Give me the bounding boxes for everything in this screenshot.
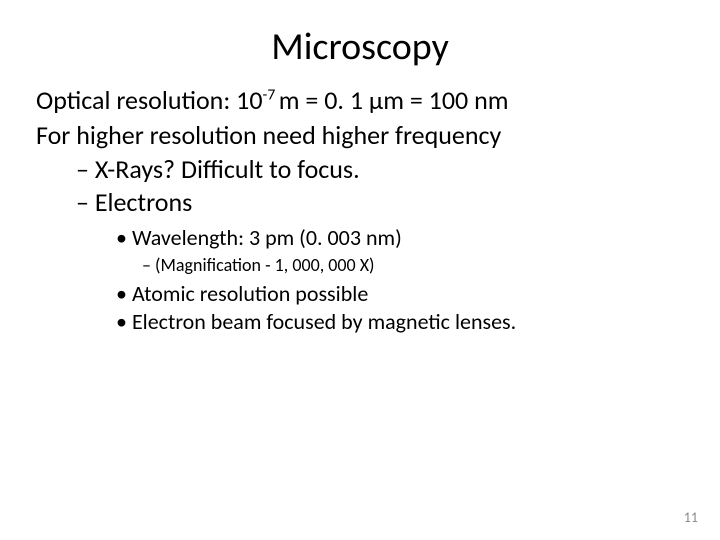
optical-post: m = 0. 1 μm = 100 nm — [279, 84, 509, 116]
bullet-list: Wavelength: 3 pm (0. 003 nm) (Magnificat… — [116, 224, 684, 335]
dash-item-xrays: X-Rays? Difficult to focus. — [76, 153, 684, 186]
slide-title: Microscopy — [36, 24, 684, 70]
bullet-beam: Electron beam focused by magnetic lenses… — [116, 308, 684, 336]
bullet-beam-text: Electron beam focused by magnetic lenses… — [132, 308, 516, 335]
subdash-magnification-text: (Magnification - 1, 000, 000 X) — [155, 254, 374, 276]
dash-xrays-text: X-Rays? Difficult to focus. — [95, 153, 360, 185]
bullet-atomic-text: Atomic resolution possible — [132, 280, 368, 307]
dash-list: X-Rays? Difficult to focus. Electrons — [76, 153, 684, 218]
bullet-wavelength: Wavelength: 3 pm (0. 003 nm) — [116, 224, 684, 252]
page-number: 11 — [684, 509, 698, 526]
subdash-magnification: (Magnification - 1, 000, 000 X) — [142, 254, 684, 277]
higher-resolution-line: For higher resolution need higher freque… — [36, 119, 684, 152]
optical-resolution-line: Optical resolution: 10-7 m = 0. 1 μm = 1… — [36, 84, 684, 117]
dash-item-electrons: Electrons — [76, 186, 684, 219]
slide: Microscopy Optical resolution: 10-7 m = … — [0, 0, 720, 540]
optical-sup: -7 — [263, 85, 279, 104]
bullet-atomic: Atomic resolution possible — [116, 280, 684, 308]
optical-pre: Optical resolution: 10 — [36, 84, 263, 116]
slide-body: Optical resolution: 10-7 m = 0. 1 μm = 1… — [36, 84, 684, 335]
dash-electrons-text: Electrons — [95, 186, 193, 218]
bullet-wavelength-text: Wavelength: 3 pm (0. 003 nm) — [132, 224, 402, 251]
